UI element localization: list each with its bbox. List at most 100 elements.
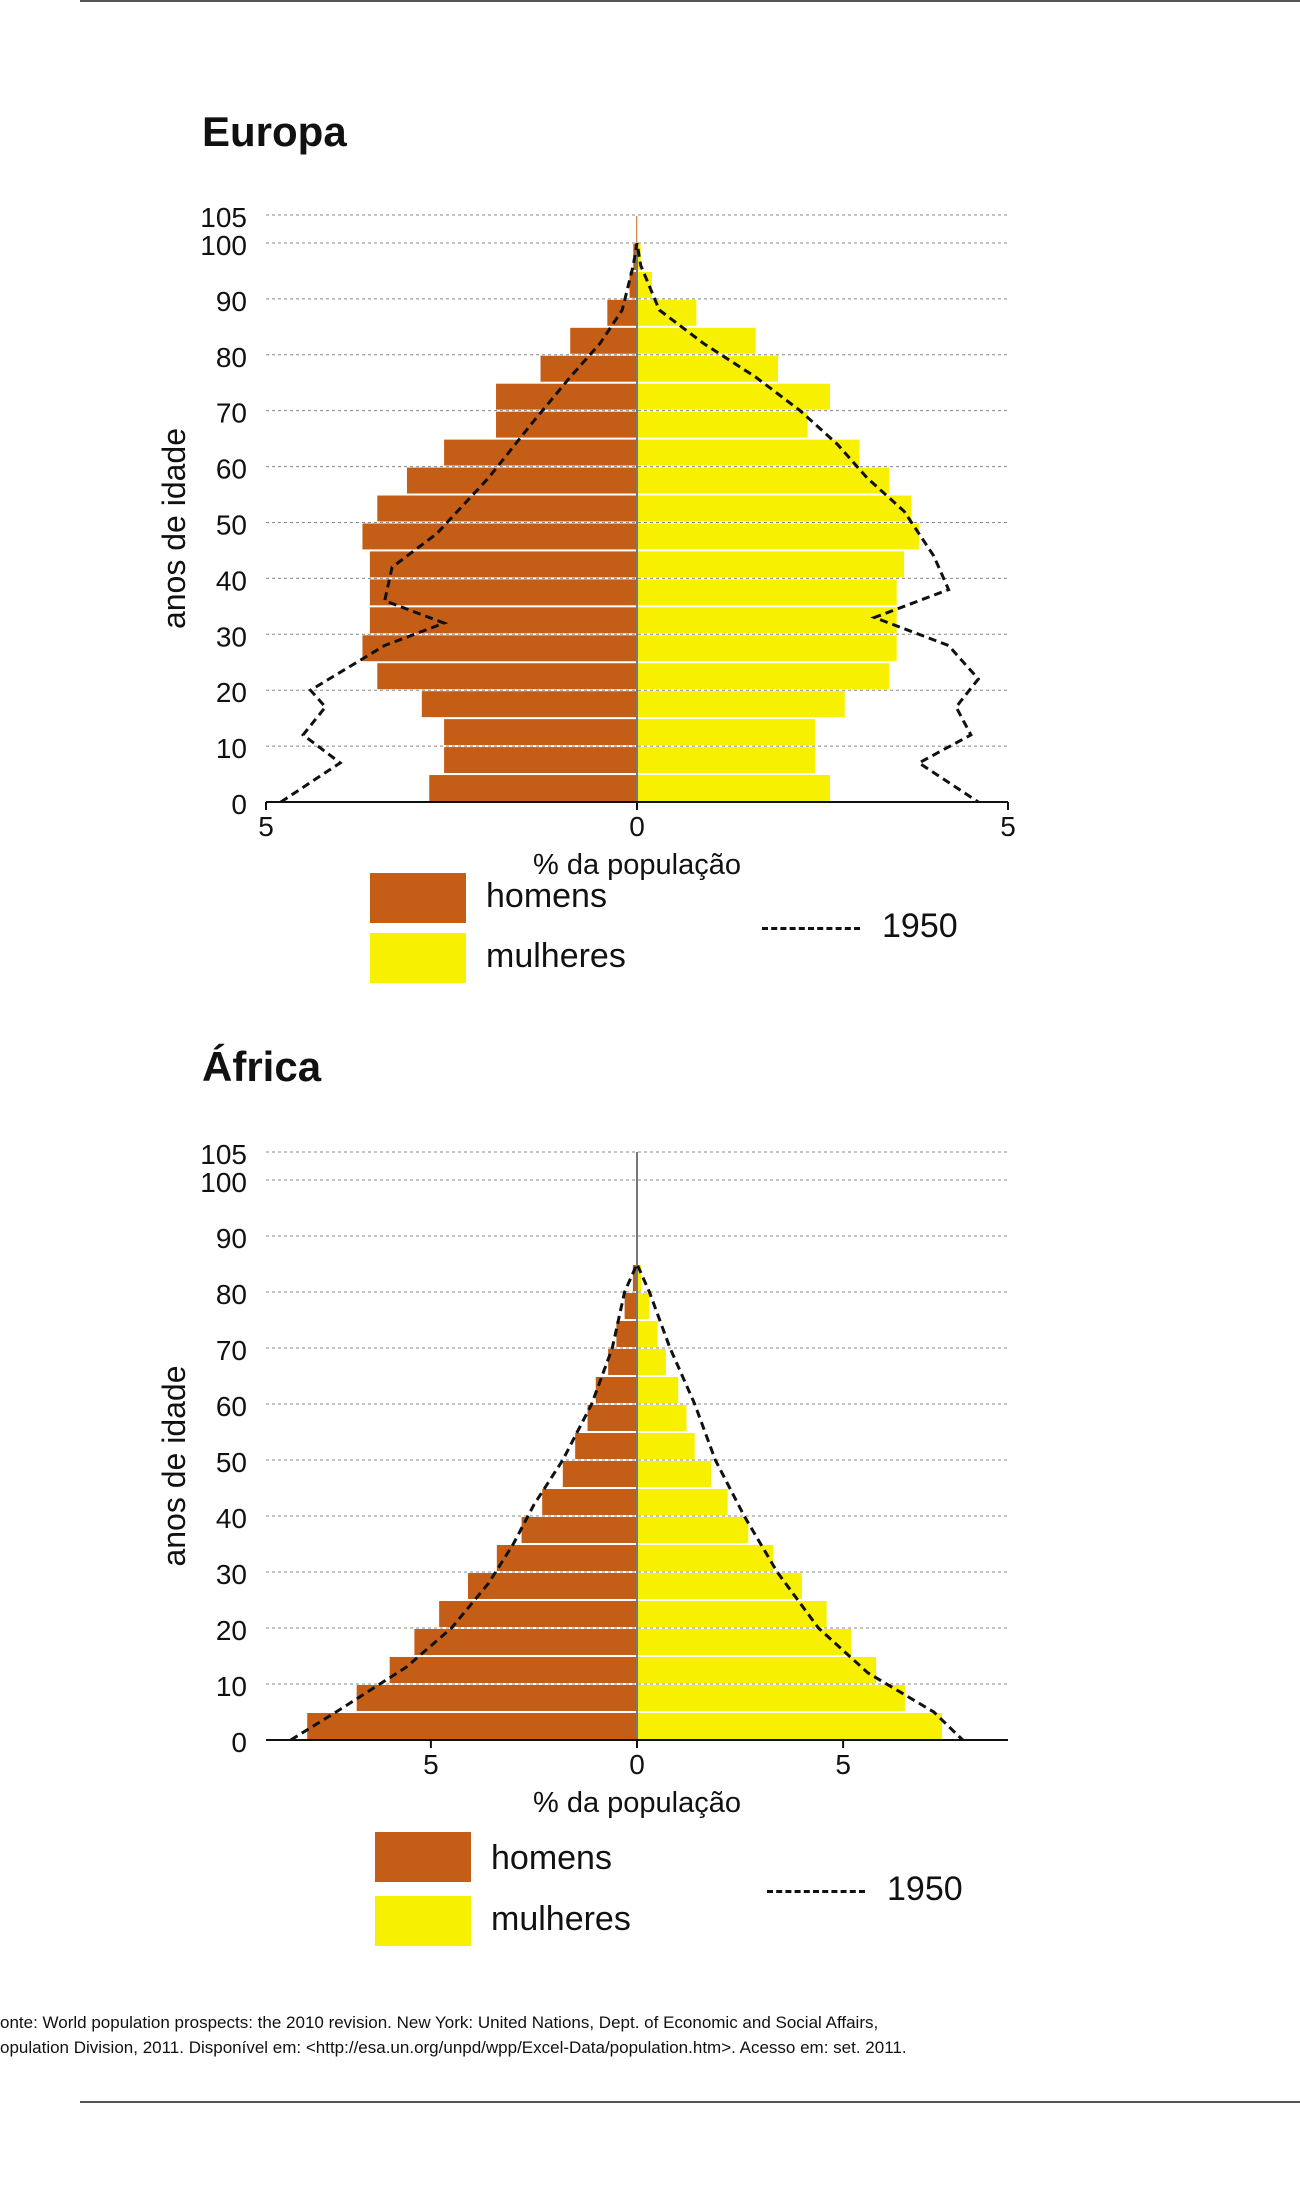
bar-women-55-59 — [637, 1405, 687, 1431]
bar-women-45-49 — [637, 523, 919, 550]
y-tick-label-90: 90 — [216, 1223, 247, 1254]
bar-men-30-34 — [496, 1545, 637, 1571]
legend-line-1950: 1950 — [762, 907, 958, 946]
bar-men-60-64 — [444, 439, 637, 466]
line-1950 — [289, 1260, 964, 1742]
x-axis-label: % da população — [533, 849, 741, 881]
bar-men-80-84 — [632, 1265, 637, 1291]
bar-women-55-59 — [637, 467, 890, 494]
bar-women-50-54 — [637, 1433, 695, 1459]
bar-men-65-69 — [608, 1349, 637, 1375]
bottom-rule — [80, 2101, 1300, 2103]
y-tick-label-40: 40 — [216, 565, 247, 596]
bar-men-40-44 — [369, 551, 637, 578]
bar-women-30-34 — [637, 1545, 774, 1571]
bar-men-80-84 — [570, 327, 637, 354]
x-tick-label-0: 5 — [258, 811, 274, 842]
bar-women-95-99 — [637, 243, 641, 270]
bar-women-5-9 — [637, 1685, 905, 1711]
bar-men-0-4 — [429, 775, 637, 801]
bar-women-40-44 — [637, 551, 905, 578]
bar-men-10-14 — [444, 719, 637, 746]
legend-label-1950: 1950 — [887, 1870, 963, 1908]
y-tick-label-50: 50 — [216, 1447, 247, 1478]
bar-men-60-64 — [595, 1377, 637, 1403]
y-tick-label-70: 70 — [216, 1335, 247, 1366]
bar-women-20-24 — [637, 663, 890, 690]
legend-swatch-women — [375, 1896, 471, 1946]
bar-women-35-39 — [637, 1517, 749, 1543]
y-tick-label-60: 60 — [216, 1391, 247, 1422]
bar-men-55-59 — [587, 1405, 637, 1431]
bar-women-80-84 — [637, 1265, 642, 1291]
legend-swatch-women — [370, 933, 466, 983]
bar-women-75-79 — [637, 355, 778, 382]
bar-men-0-4 — [307, 1713, 637, 1739]
bar-men-35-39 — [521, 1517, 637, 1543]
bar-women-30-34 — [637, 607, 897, 634]
chart-title-africa: África — [202, 1043, 322, 1090]
bar-women-20-24 — [637, 1601, 827, 1627]
bar-men-75-79 — [624, 1293, 637, 1319]
y-tick-label-80: 80 — [216, 342, 247, 373]
x-tick-label-2: 5 — [1000, 811, 1016, 842]
y-tick-label-20: 20 — [216, 1615, 247, 1646]
source-note: onte: World population prospects: the 20… — [0, 2010, 907, 2060]
bar-men-55-59 — [406, 467, 637, 494]
bar-women-50-54 — [637, 495, 912, 522]
legend-label-men: homens — [491, 1839, 612, 1877]
bar-men-50-54 — [575, 1433, 637, 1459]
bar-women-75-79 — [637, 1293, 650, 1319]
bar-men-10-14 — [389, 1657, 637, 1683]
source-line-2: opulation Division, 2011. Disponível em:… — [0, 2038, 907, 2057]
y-tick-label-70: 70 — [216, 398, 247, 429]
y-tick-label-10: 10 — [216, 1671, 247, 1702]
y-tick-label-30: 30 — [216, 1559, 247, 1590]
y-tick-label-30: 30 — [216, 621, 247, 652]
bar-men-20-24 — [377, 663, 637, 690]
legend-line-1950: 1950 — [767, 1870, 963, 1909]
y-tick-label-40: 40 — [216, 1503, 247, 1534]
dashed-line-icon — [762, 926, 860, 930]
legend-label-men: homens — [486, 877, 607, 915]
dashed-line-icon — [767, 1889, 865, 1893]
bar-women-100+ — [637, 216, 638, 242]
bar-women-70-74 — [637, 383, 830, 410]
y-tick-label-105: 105 — [200, 1139, 247, 1170]
top-rule — [80, 0, 1300, 2]
y-tick-label-90: 90 — [216, 286, 247, 317]
bar-women-65-69 — [637, 411, 808, 438]
bar-men-40-44 — [542, 1489, 637, 1515]
bar-women-65-69 — [637, 1349, 666, 1375]
line-1950 — [279, 242, 981, 804]
bar-women-10-14 — [637, 719, 816, 746]
bar-men-100+ — [636, 216, 637, 242]
y-tick-label-0: 0 — [231, 1727, 247, 1758]
bar-men-45-49 — [362, 523, 637, 550]
y-tick-label-50: 50 — [216, 509, 247, 540]
y-tick-label-10: 10 — [216, 733, 247, 764]
bar-women-60-64 — [637, 439, 860, 466]
y-tick-label-100: 100 — [200, 1167, 247, 1198]
bar-women-15-19 — [637, 1629, 852, 1655]
bar-women-85-89 — [637, 299, 697, 326]
x-tick-label-1: 0 — [629, 811, 645, 842]
bar-men-5-9 — [444, 747, 637, 774]
y-axis-label: anos de idade — [156, 428, 192, 629]
bar-men-50-54 — [377, 495, 637, 522]
legend-label-women: mulheres — [486, 937, 626, 975]
bar-women-45-49 — [637, 1461, 712, 1487]
x-tick-label-1: 0 — [629, 1749, 645, 1780]
source-line-1: onte: World population prospects: the 20… — [0, 2013, 879, 2032]
legend-swatch-men — [375, 1832, 471, 1882]
bar-men-15-19 — [414, 1629, 637, 1655]
bar-men-35-39 — [369, 579, 637, 606]
bar-men-5-9 — [356, 1685, 637, 1711]
bar-women-90-94 — [637, 271, 652, 298]
bar-women-0-4 — [637, 775, 830, 801]
bar-women-25-29 — [637, 1573, 802, 1599]
bar-men-15-19 — [421, 691, 637, 718]
bar-women-60-64 — [637, 1377, 679, 1403]
bar-men-25-29 — [467, 1573, 637, 1599]
